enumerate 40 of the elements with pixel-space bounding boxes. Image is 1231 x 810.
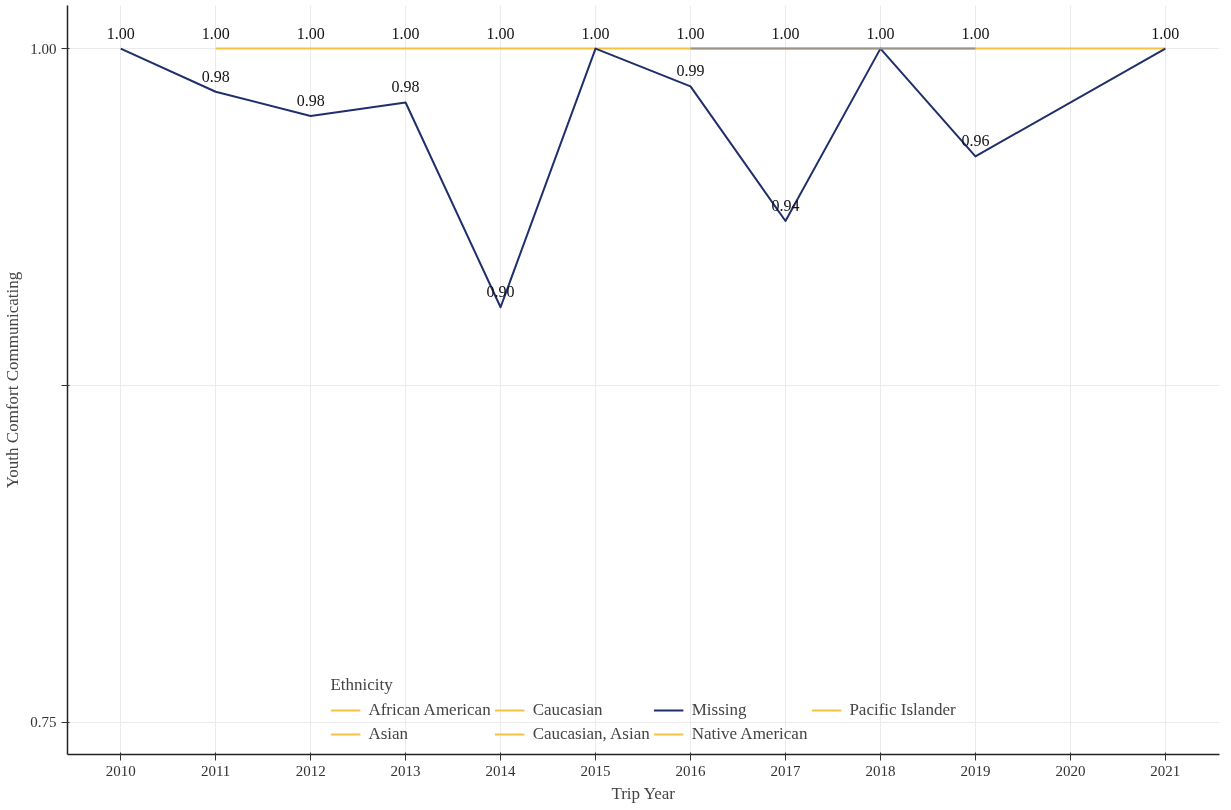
data-label: 0.96 bbox=[961, 132, 990, 150]
x-tick-label: 2015 bbox=[580, 762, 611, 779]
data-label: 1.00 bbox=[296, 24, 325, 42]
x-axis-title: Trip Year bbox=[611, 783, 676, 803]
data-label: 1.00 bbox=[201, 24, 230, 42]
data-label: 1.00 bbox=[391, 24, 420, 42]
y-tick-label: 0.75 bbox=[30, 714, 57, 731]
legend-label: African American bbox=[368, 700, 491, 720]
x-tick-label: 2012 bbox=[295, 762, 326, 779]
data-label: 0.98 bbox=[201, 67, 230, 85]
x-tick-label: 2021 bbox=[1150, 762, 1181, 779]
legend-label: Missing bbox=[691, 700, 747, 720]
data-label: 0.98 bbox=[391, 78, 420, 96]
data-label: 1.00 bbox=[771, 24, 800, 42]
data-label: 0.99 bbox=[676, 62, 705, 80]
legend-label: Caucasian, Asian bbox=[532, 724, 650, 744]
data-label: 1.00 bbox=[1151, 24, 1180, 42]
data-label: 1.00 bbox=[676, 24, 705, 42]
x-tick-label: 2014 bbox=[485, 762, 517, 779]
x-tick-label: 2017 bbox=[770, 762, 801, 779]
x-tick-label: 2019 bbox=[960, 762, 991, 779]
data-label: 1.00 bbox=[106, 24, 135, 42]
legend-title: Ethnicity bbox=[330, 675, 394, 695]
x-tick-label: 2013 bbox=[390, 762, 421, 779]
x-tick-label: 2018 bbox=[865, 762, 896, 779]
x-tick-label: 2011 bbox=[200, 762, 231, 779]
data-label: 1.00 bbox=[961, 24, 990, 42]
data-label: 1.00 bbox=[486, 24, 515, 42]
legend-label: Caucasian bbox=[532, 700, 603, 720]
x-tick-label: 2016 bbox=[675, 762, 707, 779]
y-axis-title: Youth Comfort Communicating bbox=[3, 271, 23, 489]
x-tick-label: 2010 bbox=[105, 762, 136, 779]
legend-label: Native American bbox=[691, 724, 808, 744]
line-series bbox=[119, 47, 1167, 309]
data-label: 1.00 bbox=[866, 24, 895, 42]
legend-label: Asian bbox=[368, 724, 409, 744]
data-label: 1.00 bbox=[581, 24, 610, 42]
x-tick-label: 2020 bbox=[1055, 762, 1086, 779]
data-label: 0.98 bbox=[296, 91, 325, 109]
legend-label: Pacific Islander bbox=[849, 700, 956, 720]
